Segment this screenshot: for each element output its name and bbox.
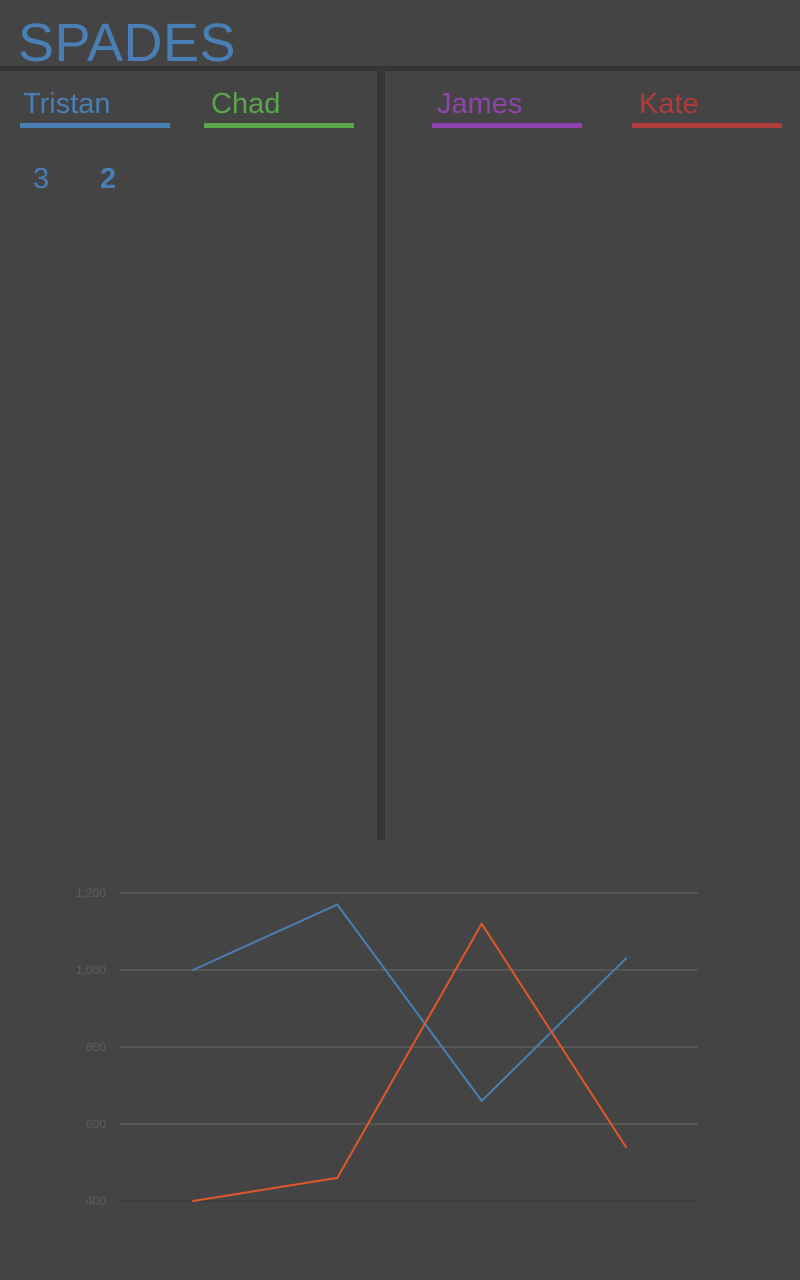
player-underline-tristan xyxy=(20,123,170,128)
player-name-kate: Kate xyxy=(639,88,699,120)
line-chart: 400 600 800 1,000 1,200 xyxy=(76,886,698,1208)
data-point xyxy=(192,969,194,971)
data-point xyxy=(625,1146,627,1149)
series-line-1 xyxy=(192,903,627,1102)
score-history-chart: 400 600 800 1,000 1,200 xyxy=(0,870,800,1230)
data-point xyxy=(480,1099,483,1102)
data-point xyxy=(480,922,483,925)
player-chad[interactable]: Chad xyxy=(204,86,354,130)
data-point xyxy=(625,957,627,960)
y-tick-label: 400 xyxy=(86,1194,106,1208)
y-tick-label: 600 xyxy=(86,1117,106,1131)
player-underline-kate xyxy=(632,123,782,128)
player-name-tristan: Tristan xyxy=(23,88,111,120)
player-underline-james xyxy=(432,123,582,128)
y-tick-label: 1,200 xyxy=(76,886,106,900)
y-tick-label: 1,000 xyxy=(76,963,106,977)
score-value: 2 xyxy=(100,163,117,195)
data-point xyxy=(336,1176,339,1179)
team-divider xyxy=(377,71,385,840)
player-name-chad: Chad xyxy=(211,88,281,120)
data-point xyxy=(192,1200,194,1202)
player-underline-chad xyxy=(204,123,354,128)
data-point xyxy=(336,903,339,906)
app-title: SPADES xyxy=(18,13,237,73)
player-tristan[interactable]: Tristan xyxy=(20,86,170,130)
player-james[interactable]: James xyxy=(432,86,582,130)
score-value: 3 xyxy=(33,163,50,195)
player-name-james: James xyxy=(437,88,523,120)
y-tick-label: 800 xyxy=(86,1040,106,1054)
series-line-2 xyxy=(192,922,627,1202)
title-divider xyxy=(0,66,800,71)
player-kate[interactable]: Kate xyxy=(632,86,782,130)
